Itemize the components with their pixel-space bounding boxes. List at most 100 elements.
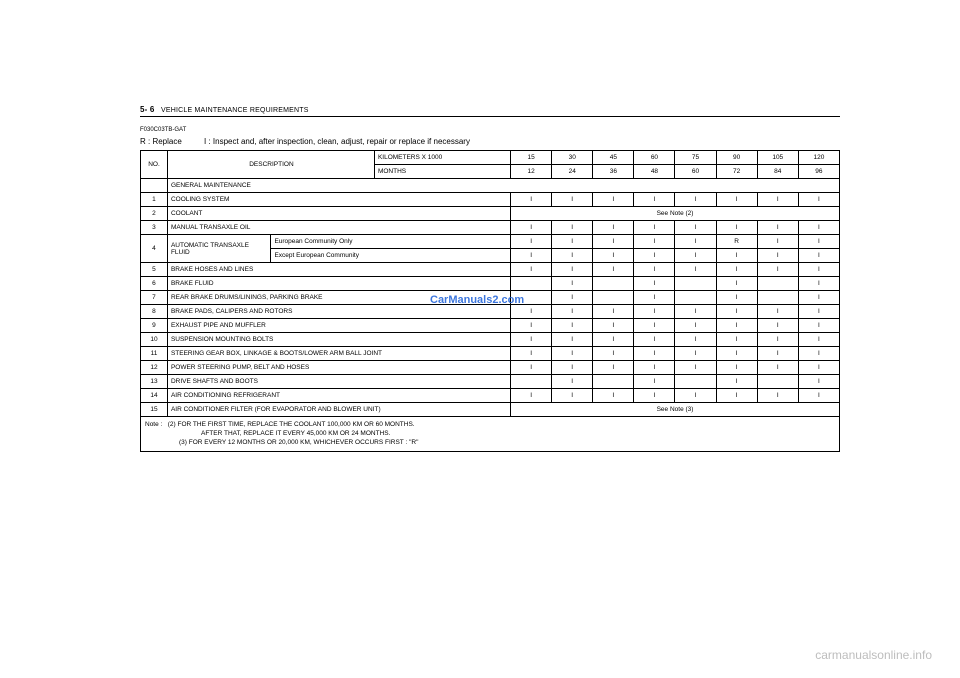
- cell: I: [757, 263, 798, 277]
- cell: I: [716, 263, 757, 277]
- cell: I: [593, 263, 634, 277]
- cell: I: [634, 305, 675, 319]
- cell: I: [675, 389, 716, 403]
- cell: I: [757, 389, 798, 403]
- mo-val: 24: [552, 165, 593, 179]
- cell: I: [552, 333, 593, 347]
- cell: I: [511, 263, 552, 277]
- cell: I: [675, 193, 716, 207]
- maintenance-table: NO. DESCRIPTION KILOMETERS X 1000 15 30 …: [140, 150, 840, 417]
- cell: I: [716, 389, 757, 403]
- row-no: 10: [141, 333, 168, 347]
- table-row: 6 BRAKE FLUID I I I I: [141, 277, 840, 291]
- row-no: 15: [141, 403, 168, 417]
- km-val: 45: [593, 151, 634, 165]
- cell: I: [798, 221, 839, 235]
- cell: I: [798, 305, 839, 319]
- cell: I: [593, 235, 634, 249]
- cell: I: [552, 319, 593, 333]
- cell: I: [511, 389, 552, 403]
- km-val: 105: [757, 151, 798, 165]
- table-row: 14 AIR CONDITIONING REFRIGERANT I I I I …: [141, 389, 840, 403]
- section-title: VEHICLE MAINTENANCE REQUIREMENTS: [161, 107, 309, 114]
- cell: I: [675, 249, 716, 263]
- table-row: 4 AUTOMATIC TRANSAXLE FLUID European Com…: [141, 235, 840, 249]
- col-no: NO.: [141, 151, 168, 179]
- legend-line: R : Replace I : Inspect and, after inspe…: [140, 137, 840, 146]
- cell: I: [634, 221, 675, 235]
- note-line2: AFTER THAT, REPLACE IT EVERY 45,000 KM O…: [145, 429, 835, 438]
- table-row: 13 DRIVE SHAFTS AND BOOTS I I I I: [141, 375, 840, 389]
- cell: I: [552, 277, 593, 291]
- cell: I: [593, 361, 634, 375]
- cell: I: [593, 347, 634, 361]
- cell: I: [634, 389, 675, 403]
- table-row: 8 BRAKE PADS, CALIPERS AND ROTORS I I I …: [141, 305, 840, 319]
- row-desc: REAR BRAKE DRUMS/LININGS, PARKING BRAKE: [167, 291, 510, 305]
- cell: I: [798, 291, 839, 305]
- cell: I: [634, 361, 675, 375]
- cell: I: [552, 347, 593, 361]
- cell: I: [757, 305, 798, 319]
- row-no: 9: [141, 319, 168, 333]
- note-prefix: Note :: [145, 421, 162, 428]
- row-note: See Note (3): [511, 403, 840, 417]
- row-no: 2: [141, 207, 168, 221]
- row-no: 5: [141, 263, 168, 277]
- cell: I: [634, 319, 675, 333]
- cell: I: [798, 249, 839, 263]
- row-no: 11: [141, 347, 168, 361]
- km-val: 15: [511, 151, 552, 165]
- cell: I: [716, 347, 757, 361]
- cell: [511, 277, 552, 291]
- cell: I: [716, 375, 757, 389]
- cell: I: [552, 291, 593, 305]
- cell: I: [716, 193, 757, 207]
- cell: I: [675, 319, 716, 333]
- table-row: 10 SUSPENSION MOUNTING BOLTS I I I I I I…: [141, 333, 840, 347]
- cell: I: [593, 333, 634, 347]
- row-no: 3: [141, 221, 168, 235]
- cell: [593, 291, 634, 305]
- table-row: 7 REAR BRAKE DRUMS/LININGS, PARKING BRAK…: [141, 291, 840, 305]
- table-head-row1: NO. DESCRIPTION KILOMETERS X 1000 15 30 …: [141, 151, 840, 165]
- row-no: 12: [141, 361, 168, 375]
- cell: I: [511, 347, 552, 361]
- cell: [757, 375, 798, 389]
- row-desc: DRIVE SHAFTS AND BOOTS: [167, 375, 510, 389]
- cell: R: [716, 235, 757, 249]
- legend-inspect: I : Inspect and, after inspection, clean…: [204, 137, 470, 146]
- mo-val: 84: [757, 165, 798, 179]
- cell: I: [675, 305, 716, 319]
- table-row: 12 POWER STEERING PUMP, BELT AND HOSES I…: [141, 361, 840, 375]
- table-row: 9 EXHAUST PIPE AND MUFFLER I I I I I I I…: [141, 319, 840, 333]
- cell: I: [798, 319, 839, 333]
- cell: I: [798, 333, 839, 347]
- cell: I: [634, 347, 675, 361]
- cell: I: [757, 235, 798, 249]
- cell: I: [511, 333, 552, 347]
- cell: I: [757, 319, 798, 333]
- cell: I: [593, 193, 634, 207]
- cell: [593, 375, 634, 389]
- km-val: 30: [552, 151, 593, 165]
- row-no: 13: [141, 375, 168, 389]
- mo-val: 12: [511, 165, 552, 179]
- row-desc: COOLANT: [167, 207, 510, 221]
- cell: [675, 291, 716, 305]
- cell: I: [552, 249, 593, 263]
- row-no: 14: [141, 389, 168, 403]
- cell: I: [511, 235, 552, 249]
- cell: I: [593, 249, 634, 263]
- cell: I: [757, 193, 798, 207]
- row-desc: AUTOMATIC TRANSAXLE FLUID: [167, 235, 271, 263]
- cell: I: [675, 221, 716, 235]
- cell: I: [798, 235, 839, 249]
- cell: I: [634, 235, 675, 249]
- cell: I: [798, 361, 839, 375]
- cell: [675, 375, 716, 389]
- table-row: 3 MANUAL TRANSAXLE OIL I I I I I I I I: [141, 221, 840, 235]
- km-val: 60: [634, 151, 675, 165]
- cell: I: [757, 221, 798, 235]
- cell: I: [552, 389, 593, 403]
